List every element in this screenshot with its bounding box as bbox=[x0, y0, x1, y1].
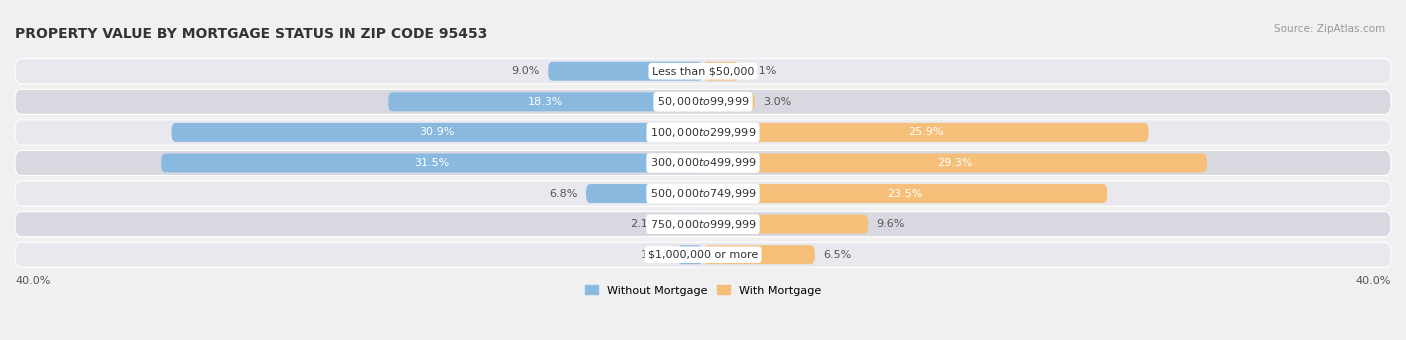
FancyBboxPatch shape bbox=[703, 215, 868, 234]
Text: Less than $50,000: Less than $50,000 bbox=[652, 66, 754, 76]
Text: 2.1%: 2.1% bbox=[748, 66, 776, 76]
FancyBboxPatch shape bbox=[15, 211, 1391, 237]
FancyBboxPatch shape bbox=[172, 123, 703, 142]
Text: 31.5%: 31.5% bbox=[415, 158, 450, 168]
Text: Source: ZipAtlas.com: Source: ZipAtlas.com bbox=[1274, 24, 1385, 34]
FancyBboxPatch shape bbox=[388, 92, 703, 111]
FancyBboxPatch shape bbox=[548, 62, 703, 81]
Text: 6.8%: 6.8% bbox=[550, 189, 578, 199]
Text: $1,000,000 or more: $1,000,000 or more bbox=[648, 250, 758, 260]
Text: $100,000 to $299,999: $100,000 to $299,999 bbox=[650, 126, 756, 139]
FancyBboxPatch shape bbox=[15, 89, 1391, 114]
FancyBboxPatch shape bbox=[678, 245, 703, 264]
FancyBboxPatch shape bbox=[586, 184, 703, 203]
FancyBboxPatch shape bbox=[703, 62, 740, 81]
FancyBboxPatch shape bbox=[15, 150, 1391, 175]
Text: 18.3%: 18.3% bbox=[527, 97, 564, 107]
FancyBboxPatch shape bbox=[703, 123, 1149, 142]
FancyBboxPatch shape bbox=[703, 153, 1206, 172]
Text: 25.9%: 25.9% bbox=[908, 128, 943, 137]
Text: 23.5%: 23.5% bbox=[887, 189, 922, 199]
FancyBboxPatch shape bbox=[15, 59, 1391, 84]
FancyBboxPatch shape bbox=[703, 92, 755, 111]
Text: 6.5%: 6.5% bbox=[824, 250, 852, 260]
Text: $50,000 to $99,999: $50,000 to $99,999 bbox=[657, 95, 749, 108]
Text: $750,000 to $999,999: $750,000 to $999,999 bbox=[650, 218, 756, 231]
FancyBboxPatch shape bbox=[15, 181, 1391, 206]
Text: PROPERTY VALUE BY MORTGAGE STATUS IN ZIP CODE 95453: PROPERTY VALUE BY MORTGAGE STATUS IN ZIP… bbox=[15, 27, 488, 41]
Text: 29.3%: 29.3% bbox=[938, 158, 973, 168]
FancyBboxPatch shape bbox=[15, 120, 1391, 145]
FancyBboxPatch shape bbox=[15, 242, 1391, 267]
FancyBboxPatch shape bbox=[162, 153, 703, 172]
Text: $500,000 to $749,999: $500,000 to $749,999 bbox=[650, 187, 756, 200]
Text: 1.5%: 1.5% bbox=[640, 250, 669, 260]
Text: 9.6%: 9.6% bbox=[877, 219, 905, 229]
FancyBboxPatch shape bbox=[703, 184, 1107, 203]
Legend: Without Mortgage, With Mortgage: Without Mortgage, With Mortgage bbox=[581, 280, 825, 300]
FancyBboxPatch shape bbox=[666, 215, 703, 234]
Text: 2.1%: 2.1% bbox=[630, 219, 658, 229]
Text: 30.9%: 30.9% bbox=[419, 128, 456, 137]
Text: 40.0%: 40.0% bbox=[15, 276, 51, 286]
Text: 3.0%: 3.0% bbox=[763, 97, 792, 107]
Text: 9.0%: 9.0% bbox=[512, 66, 540, 76]
Text: 40.0%: 40.0% bbox=[1355, 276, 1391, 286]
FancyBboxPatch shape bbox=[703, 245, 815, 264]
Text: $300,000 to $499,999: $300,000 to $499,999 bbox=[650, 156, 756, 169]
